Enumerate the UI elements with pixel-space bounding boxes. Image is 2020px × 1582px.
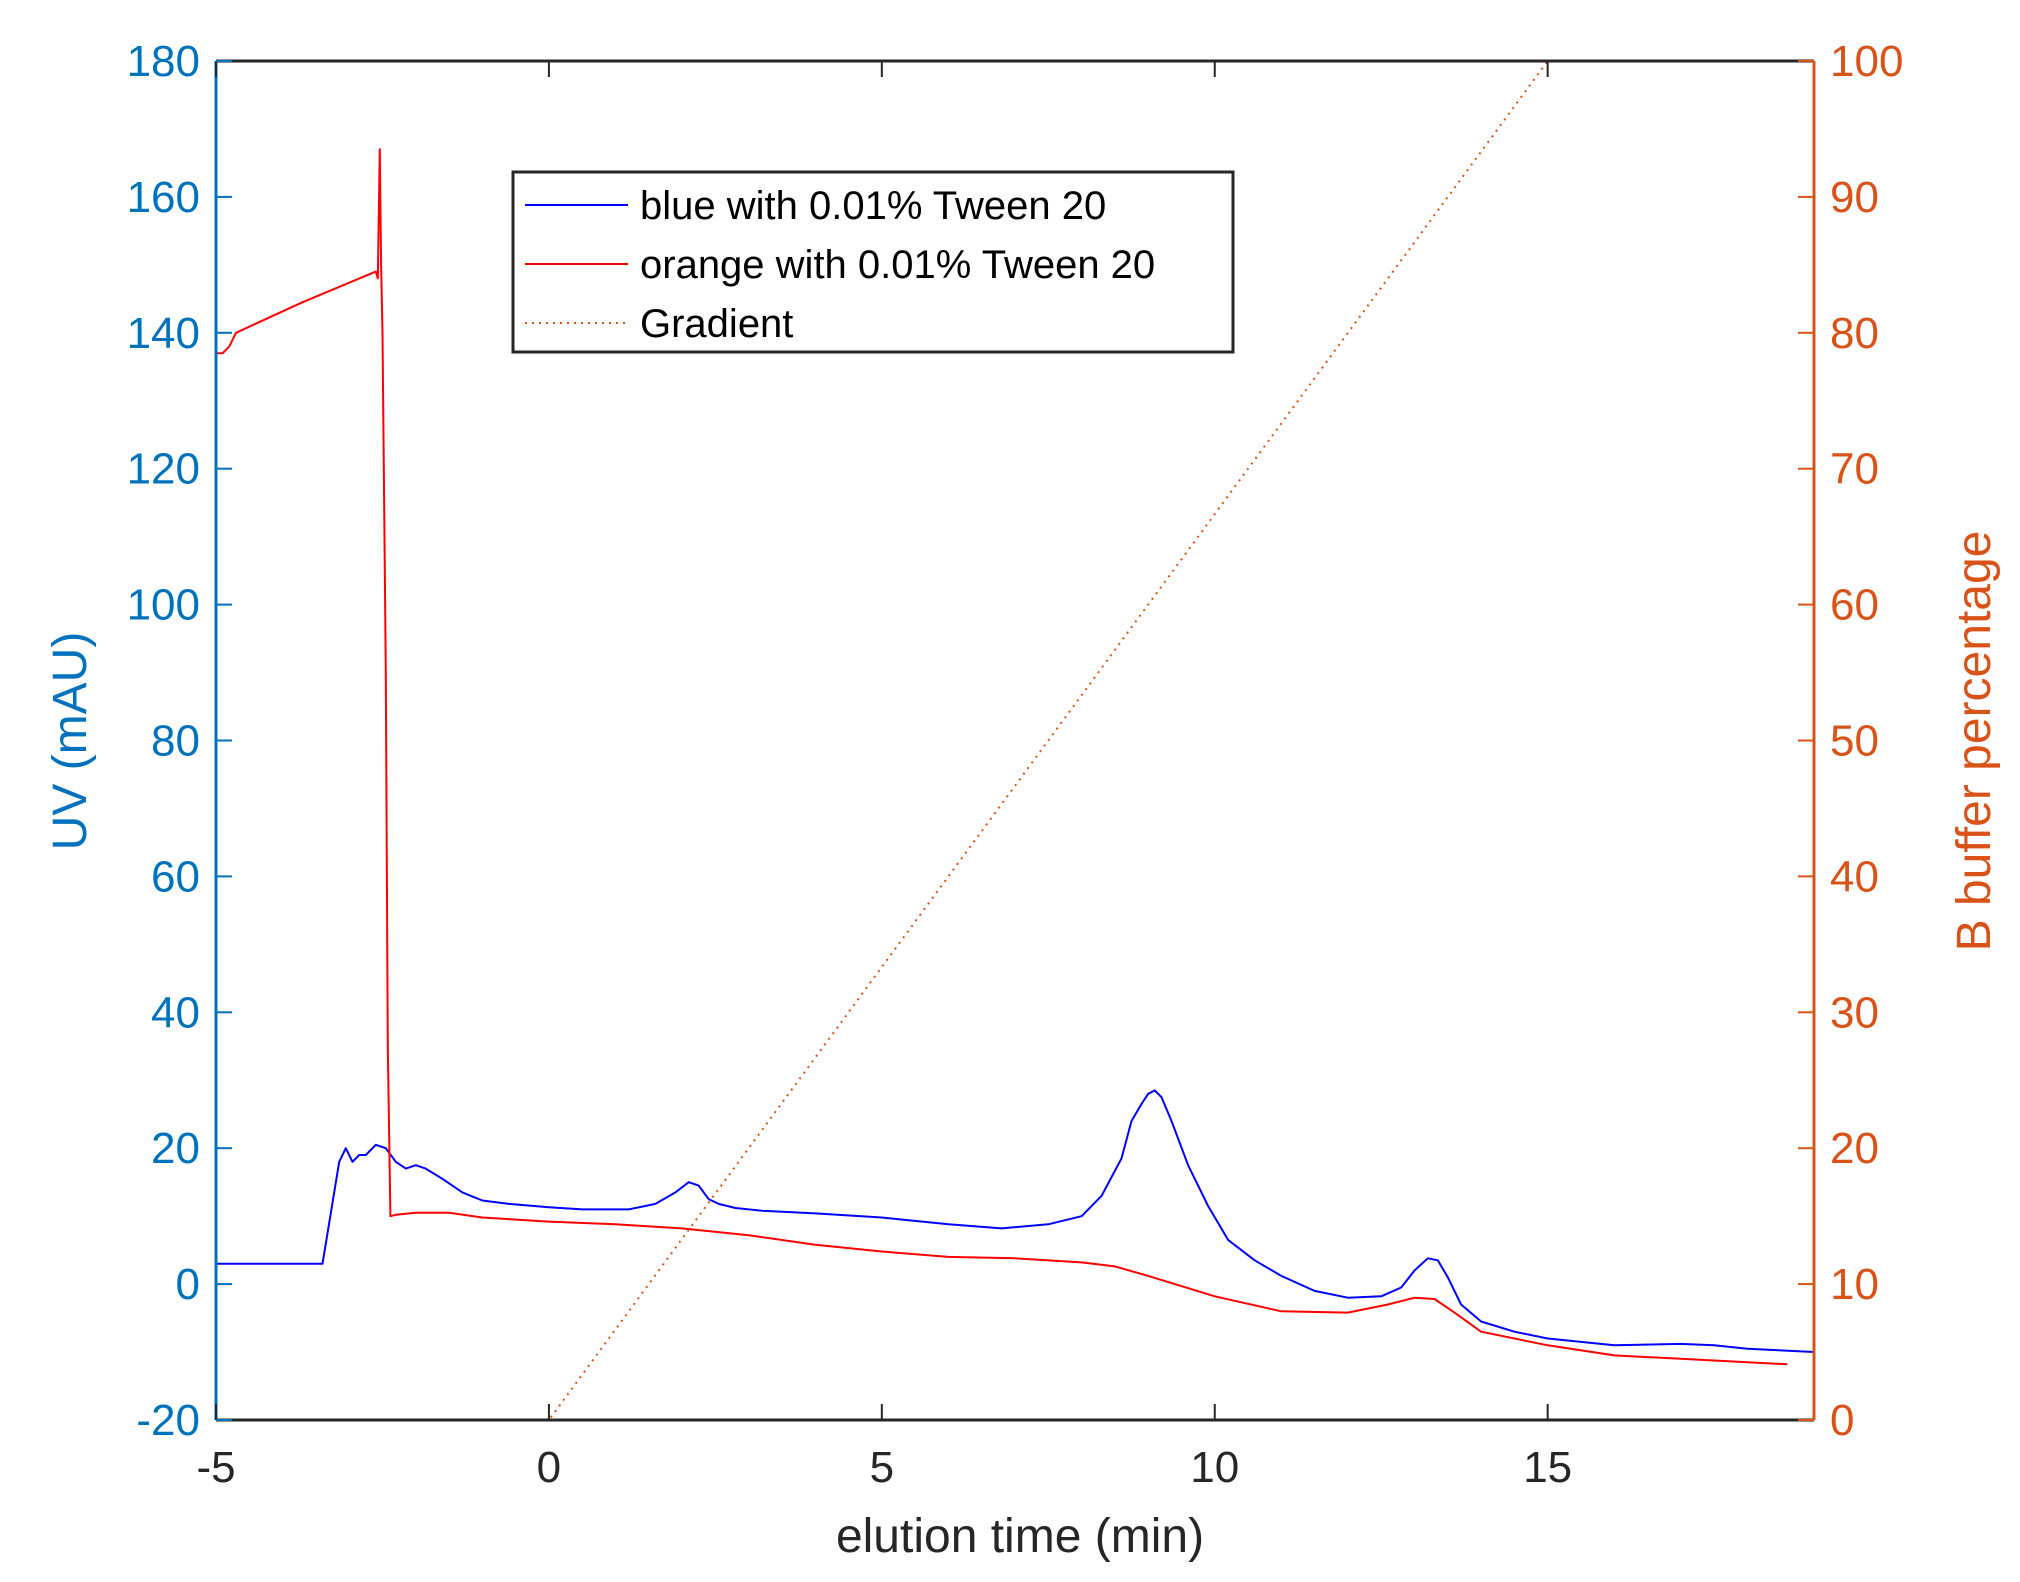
y-axis-left-label: UV (mAU) [44,632,97,851]
y-left-tick-label: 100 [127,581,200,630]
y-left-tick-label: 120 [127,445,200,494]
y-right-tick-label: 40 [1830,852,1879,901]
legend-entry-gradient: Gradient [640,302,793,346]
y-right-tick-label: 0 [1830,1396,1854,1445]
y-axis-right-label: B buffer percentage [1948,531,2001,952]
series-layer [216,61,1814,1420]
y-right-tick-label: 20 [1830,1124,1879,1173]
y-right-tick-label: 10 [1830,1260,1879,1309]
legend-box [511,170,1235,354]
y-right-tick-label: 90 [1830,173,1879,222]
y-left-tick-label: 60 [151,852,200,901]
series-line-0 [216,1089,1814,1353]
y-left-tick-label: 0 [176,1260,200,1309]
y-left-tick-label: 40 [151,988,200,1037]
y-left-tick-label: -20 [136,1396,200,1445]
x-tick-label: 5 [870,1443,894,1492]
y-left-tick-label: 140 [127,309,200,358]
y-left-tick-label: 80 [151,717,200,766]
y-right-tick-label: 30 [1830,988,1879,1037]
series-line-2 [216,61,1814,1420]
series-line-1 [216,148,1788,1366]
y-right-tick-label: 50 [1830,717,1879,766]
legend-entry-orange: orange with 0.01% Tween 20 [640,243,1155,287]
y-right-tick-label: 60 [1830,581,1879,630]
y-right-tick-label: 70 [1830,445,1879,494]
legend: blue with 0.01% Tween 20 orange with 0.0… [511,170,1235,354]
tick-layer: -5 0 5 10 15 -20 0 20 40 60 80 100 120 140 160 180 0 10 20… [127,37,1904,1492]
x-tick-label: 10 [1190,1443,1239,1492]
x-tick-label: 15 [1523,1443,1572,1492]
x-axis-label: elution time (min) [836,1510,1204,1563]
y-right-tick-label: 100 [1830,37,1903,86]
y-left-tick-label: 160 [127,173,200,222]
x-tick-label: -5 [196,1443,235,1492]
x-tick-label: 0 [537,1443,561,1492]
legend-entry-blue: blue with 0.01% Tween 20 [640,184,1106,228]
y-right-tick-label: 80 [1830,309,1879,358]
y-left-tick-label: 180 [127,37,200,86]
y-left-tick-label: 20 [151,1124,200,1173]
